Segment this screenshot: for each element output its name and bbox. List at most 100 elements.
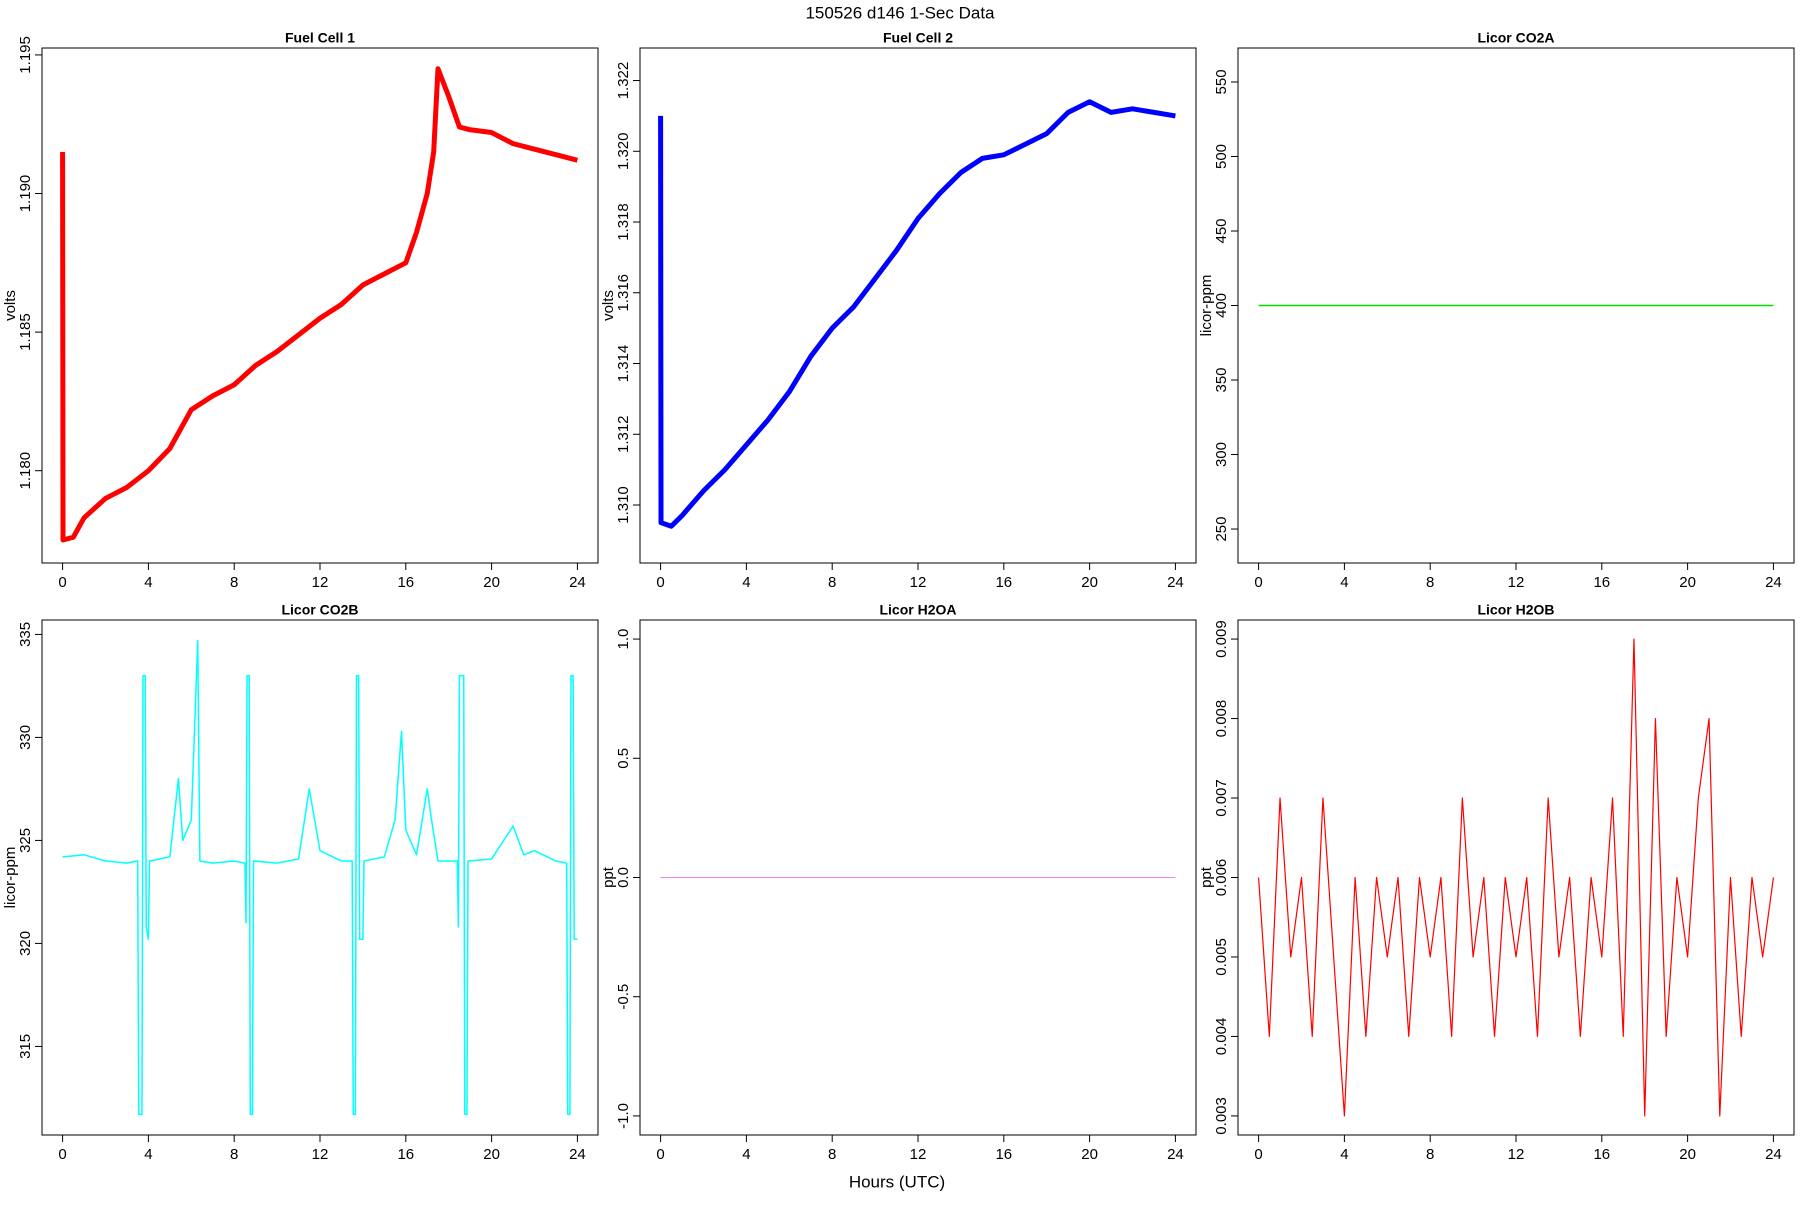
y-tick-label: 0.005: [1213, 938, 1230, 976]
x-tick-label: 24: [1765, 574, 1782, 591]
x-tick-label: 8: [230, 574, 238, 591]
x-tick-label: 12: [910, 574, 927, 591]
y-tick-label: 320: [17, 931, 34, 956]
panel-title: Licor CO2B: [281, 602, 358, 618]
y-axis-label: volts: [2, 290, 19, 321]
x-tick-label: 24: [1765, 1146, 1782, 1163]
y-tick-label: 1.195: [17, 36, 34, 74]
x-tick-label: 0: [58, 574, 66, 591]
x-tick-label: 20: [483, 1146, 500, 1163]
x-tick-label: 24: [569, 1146, 586, 1163]
y-tick-label: 0.008: [1213, 700, 1230, 738]
x-tick-label: 8: [1426, 1146, 1434, 1163]
x-tick-label: 4: [742, 574, 750, 591]
x-tick-label: 20: [1679, 574, 1696, 591]
data-line: [658, 99, 1176, 529]
y-tick-label: 350: [1213, 367, 1230, 392]
x-tick-label: 8: [230, 1146, 238, 1163]
data-line: [62, 639, 578, 1116]
plot-frame: [41, 47, 599, 564]
x-tick-label: 12: [1508, 1146, 1525, 1163]
x-tick-label: 20: [483, 574, 500, 591]
y-tick-label: 0.0: [615, 867, 632, 888]
y-tick-label: 0.5: [615, 748, 632, 769]
panel-title: Licor CO2A: [1477, 30, 1554, 46]
x-tick-label: 24: [1167, 1146, 1184, 1163]
x-tick-label: 16: [1593, 1146, 1610, 1163]
x-tick-label: 4: [1340, 1146, 1348, 1163]
panel-title: Fuel Cell 1: [285, 30, 355, 46]
x-tick-label: 24: [1167, 574, 1184, 591]
x-tick-label: 0: [656, 1146, 664, 1163]
y-tick-label: 400: [1213, 293, 1230, 318]
y-axis-label: ppt: [1198, 866, 1215, 888]
plot-frame: [1237, 47, 1795, 564]
y-axis-label: volts: [600, 290, 617, 321]
y-axis-label: ppt: [600, 866, 617, 888]
x-tick-label: 16: [1593, 574, 1610, 591]
x-tick-label: 16: [995, 1146, 1012, 1163]
x-tick-label: 16: [397, 1146, 414, 1163]
x-axis-label: Hours (UTC): [849, 1172, 945, 1191]
x-tick-label: 12: [312, 1146, 329, 1163]
x-tick-label: 12: [910, 1146, 927, 1163]
y-tick-label: 1.322: [615, 62, 632, 100]
y-tick-label: -1.0: [615, 1103, 632, 1129]
y-tick-label: 1.312: [615, 415, 632, 453]
y-tick-label: 335: [17, 622, 34, 647]
x-tick-label: 20: [1081, 1146, 1098, 1163]
y-tick-label: 1.185: [17, 313, 34, 351]
x-tick-label: 0: [1254, 574, 1262, 591]
x-tick-label: 16: [995, 574, 1012, 591]
x-tick-label: 0: [1254, 1146, 1262, 1163]
x-tick-label: 20: [1679, 1146, 1696, 1163]
y-tick-label: 550: [1213, 69, 1230, 94]
x-tick-label: 12: [312, 574, 329, 591]
x-tick-label: 4: [1340, 574, 1348, 591]
y-tick-label: 0.006: [1213, 859, 1230, 897]
x-tick-label: 4: [742, 1146, 750, 1163]
y-axis-label: licor-ppm: [2, 847, 19, 909]
x-tick-label: 8: [828, 1146, 836, 1163]
y-tick-label: 0.009: [1213, 620, 1230, 658]
x-tick-label: 4: [144, 1146, 152, 1163]
y-tick-label: 0.007: [1213, 779, 1230, 817]
x-tick-label: 0: [58, 1146, 66, 1163]
x-tick-label: 16: [397, 574, 414, 591]
y-tick-label: 330: [17, 725, 34, 750]
data-line: [1257, 638, 1775, 1117]
x-tick-label: 24: [569, 574, 586, 591]
x-tick-label: 0: [656, 574, 664, 591]
x-tick-label: 20: [1081, 574, 1098, 591]
y-tick-label: 450: [1213, 218, 1230, 243]
panel-title: Fuel Cell 2: [883, 30, 953, 46]
plot-frame: [639, 619, 1197, 1136]
panel-title: Licor H2OA: [879, 602, 956, 618]
x-tick-label: 8: [1426, 574, 1434, 591]
y-tick-label: 500: [1213, 144, 1230, 169]
y-tick-label: 1.318: [615, 203, 632, 241]
x-tick-label: 12: [1508, 574, 1525, 591]
y-tick-label: 1.190: [17, 175, 34, 213]
y-tick-label: 0.003: [1213, 1097, 1230, 1135]
y-tick-label: 1.310: [615, 486, 632, 524]
y-tick-label: 1.180: [17, 452, 34, 490]
y-tick-label: 1.314: [615, 345, 632, 383]
y-tick-label: 325: [17, 828, 34, 853]
plot-frame: [1237, 619, 1795, 1136]
data-line: [60, 66, 579, 543]
y-tick-label: 300: [1213, 442, 1230, 467]
plot-frame: [41, 619, 599, 1136]
y-tick-label: 1.320: [615, 133, 632, 171]
x-tick-label: 8: [828, 574, 836, 591]
y-tick-label: 1.316: [615, 274, 632, 312]
y-axis-label: licor-ppm: [1198, 275, 1215, 337]
panel-title: Licor H2OB: [1477, 602, 1554, 618]
y-tick-label: 0.004: [1213, 1018, 1230, 1056]
figure-title: 150526 d146 1-Sec Data: [805, 3, 995, 22]
plot-frame: [639, 47, 1197, 564]
y-tick-label: 315: [17, 1034, 34, 1059]
y-tick-label: -0.5: [615, 984, 632, 1010]
